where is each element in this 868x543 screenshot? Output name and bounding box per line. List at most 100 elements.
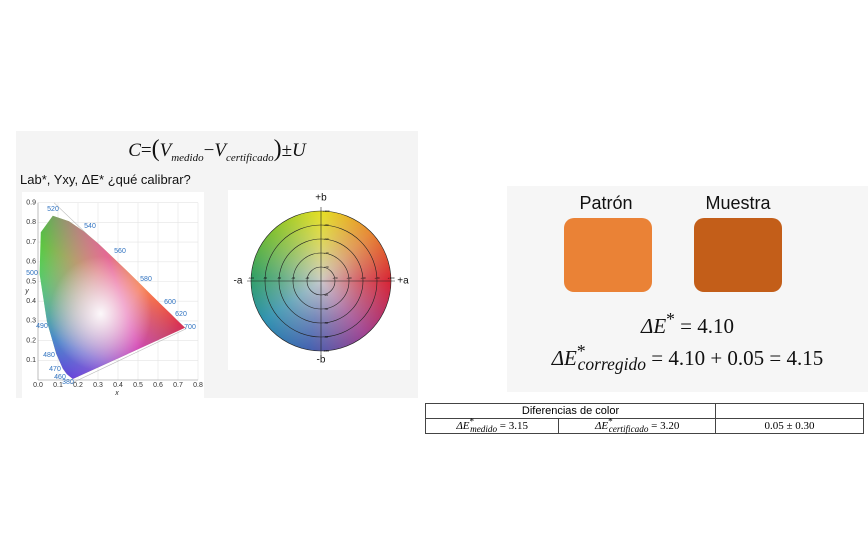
b-tick-label: -80 <box>324 335 329 339</box>
b-tick-label: +60 <box>323 237 328 241</box>
wavelength-label: 460 <box>54 374 66 381</box>
symbol: ΔE <box>456 420 470 432</box>
a-tick-label: -100 <box>248 276 254 280</box>
x-tick-label: 0.5 <box>133 382 143 389</box>
swatch-label: Muestra <box>705 193 771 213</box>
value: = 4.10 <box>680 314 734 338</box>
x-tick-label: 0.0 <box>33 382 43 389</box>
wavelength-label: 700 <box>184 324 196 331</box>
x-tick-label: 0.6 <box>153 382 163 389</box>
y-tick-label: 0.1 <box>26 357 36 364</box>
sup: * <box>608 416 613 427</box>
sup: * <box>469 416 475 427</box>
formula-part: U <box>292 140 306 161</box>
wavelength-label: 480 <box>43 352 55 359</box>
b-tick-label: +40 <box>323 251 328 255</box>
formula-part: ) <box>273 136 282 162</box>
formula-part: V <box>159 140 172 161</box>
locus-fill <box>39 215 185 380</box>
delta-e-corrected: ΔE*corregido = 4.10 + 0.05 = 4.15 <box>507 342 868 375</box>
y-tick-label: 0.7 <box>26 239 36 246</box>
table-cell: ΔE*certificado = 3.20 <box>558 416 716 435</box>
wavelength-label: 470 <box>49 366 61 373</box>
a-tick-label: +80 <box>374 276 379 280</box>
formula-part: ± <box>281 140 293 161</box>
axis-label: -b <box>317 355 326 366</box>
b-tick-label: +20 <box>323 265 328 269</box>
y-tick-label: 0.6 <box>26 259 36 266</box>
a-tick-label: +40 <box>346 276 351 280</box>
b-tick-label: +100 <box>323 209 330 213</box>
formula-part: V <box>214 140 226 161</box>
wavelength-label: 580 <box>140 276 152 283</box>
wavelength-label: 620 <box>175 311 187 318</box>
x-axis-label: x <box>114 390 119 397</box>
table-cell: 0.05 ± 0.30 <box>715 418 864 434</box>
y-tick-label: 0.8 <box>26 219 36 226</box>
b-tick-label: -20 <box>324 293 329 297</box>
sup: * <box>576 341 586 361</box>
y-axis-label: y <box>24 288 29 295</box>
lab-wheel-overlay: +b-b-a +a+100+80+60+40+20-20-40-60-80-100… <box>234 193 410 366</box>
axis-label: -a <box>234 276 243 287</box>
delta-e: ΔE* = 4.10 <box>507 310 868 339</box>
a-tick-label: -60 <box>277 276 282 280</box>
standard-swatch <box>564 218 652 292</box>
formula-part: certificado <box>225 151 274 164</box>
y-tick-label: 0.9 <box>26 200 36 207</box>
wavelength-label: 490 <box>36 323 48 330</box>
labels: 0.0 0.1 0.2 0.3 0.4 0.5 0.6 0.7 0.8 0.1 0.2 0.3 0.4 0… <box>24 200 203 397</box>
formula-part: medido <box>171 151 204 164</box>
a-tick-label: +60 <box>360 276 365 280</box>
swatch-label: Patrón <box>579 193 633 213</box>
value: = 3.20 <box>651 420 680 432</box>
formula-part: ( <box>151 136 160 162</box>
wavelength-label: 380 <box>62 379 74 386</box>
wavelength-label: 560 <box>114 248 126 255</box>
a-tick-label: +100 <box>388 276 395 280</box>
a-tick-label: +20 <box>332 276 337 280</box>
symbol: ΔE <box>551 346 577 370</box>
symbol: ΔE <box>594 420 609 432</box>
sup: * <box>666 309 675 329</box>
sub: certificado <box>608 424 649 435</box>
sub: corregido <box>577 354 646 375</box>
axis-label: +b <box>315 193 327 204</box>
formula-part: C <box>128 140 141 161</box>
y-tick-label: 0.3 <box>26 318 36 325</box>
wavelength-label: 520 <box>47 206 59 213</box>
b-tick-label: -40 <box>324 307 329 311</box>
table-cell <box>715 403 864 419</box>
a-tick-label: -20 <box>305 276 310 280</box>
x-tick-label: 0.4 <box>113 382 123 389</box>
wavelength-label: 540 <box>84 223 96 230</box>
x-tick-label: 0.8 <box>193 382 203 389</box>
a-tick-label: -40 <box>291 276 296 280</box>
x-tick-label: 0.1 <box>53 382 63 389</box>
question: Lab*, Yxy, ΔE* ¿qué calibrar? <box>20 172 191 187</box>
wavelength-label: 500 <box>26 270 38 277</box>
color-difference-table: Diferencias de color ΔE*medido = 3.15 ΔE… <box>424 403 864 435</box>
y-tick-label: 0.4 <box>26 298 36 305</box>
sub: medido <box>470 424 498 435</box>
x-tick-label: 0.3 <box>93 382 103 389</box>
formula: C=(Vmedido−Vcertificado)±U <box>16 136 418 163</box>
value: = 4.10 + 0.05 = 4.15 <box>651 346 824 370</box>
formula-part: − <box>203 140 215 161</box>
wavelength-label: 600 <box>164 299 176 306</box>
y-tick-label: 0.5 <box>26 278 36 285</box>
x-tick-label: 0.2 <box>73 382 83 389</box>
b-tick-label: +80 <box>323 223 328 227</box>
x-tick-label: 0.7 <box>173 382 183 389</box>
value: = 3.15 <box>499 420 529 432</box>
symbol: ΔE <box>641 314 667 338</box>
sample-swatch <box>694 218 782 292</box>
b-tick-label: -60 <box>324 321 329 325</box>
table-cell: ΔE*medido = 3.15 <box>424 416 560 435</box>
spectral-locus <box>37 202 198 381</box>
b-tick-label: -100 <box>323 349 329 353</box>
axis-label: +a <box>397 276 409 287</box>
a-tick-label: -80 <box>263 276 268 280</box>
cie-diagram: 0.0 0.1 0.2 0.3 0.4 0.5 0.6 0.7 0.8 0.1 0.2 0.3 0.4 0… <box>22 192 204 398</box>
